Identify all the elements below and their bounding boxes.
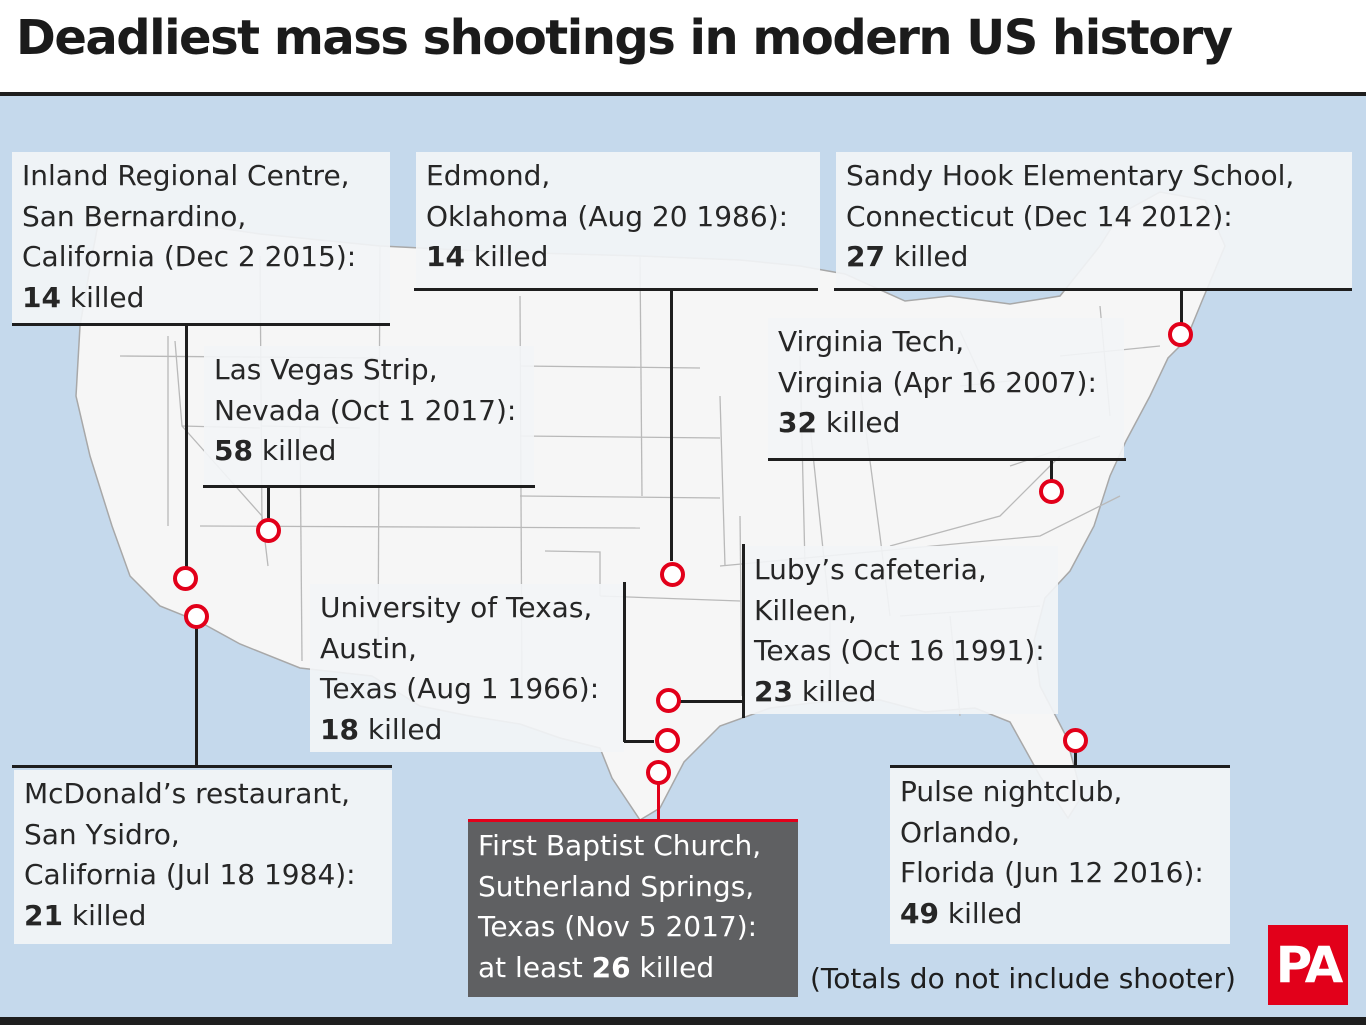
death-count: 26 [591,950,631,984]
leader-rule [12,765,392,768]
death-count: 23 [754,674,793,708]
label-edmond: Edmond, Oklahoma (Aug 20 1986): 14 kille… [416,152,820,288]
location-marker-pulse [1063,728,1088,753]
bottom-rule [0,1017,1366,1025]
leader-rule [414,288,818,291]
label-lubys-cafeteria: Luby’s cafeteria, Killeen, Texas (Oct 16… [744,546,1058,714]
leader-line [623,582,626,742]
leader-rule [890,765,1230,768]
page-title: Deadliest mass shootings in modern US hi… [16,10,1233,66]
pa-logo: PA [1268,925,1348,1005]
death-count: 14 [426,240,465,273]
location-marker-lubys [656,688,681,713]
location-marker-first-baptist [646,760,671,785]
label-pulse-nightclub: Pulse nightclub, Orlando, Florida (Jun 1… [890,768,1230,944]
leader-line [1180,288,1183,324]
location-marker-inland-regional-centre [173,566,198,591]
location-marker-edmond [660,562,685,587]
label-las-vegas-strip: Las Vegas Strip, Nevada (Oct 1 2017): 58… [204,346,534,485]
death-count: 49 [900,896,939,930]
death-count: 32 [778,406,817,439]
label-university-of-texas: University of Texas, Austin, Texas (Aug … [310,584,624,752]
death-count: 21 [24,898,63,932]
death-count: 27 [846,240,885,273]
location-marker-mcdonalds [184,604,209,629]
leader-line [742,544,745,718]
location-marker-sandy-hook [1168,322,1193,347]
title-rule [0,92,1366,96]
leader-rule [680,700,743,703]
leader-line [267,485,270,519]
leader-line [1074,752,1077,766]
label-virginia-tech: Virginia Tech, Virginia (Apr 16 2007): 3… [768,318,1124,458]
leader-line [195,626,198,765]
label-mcdonalds-restaurant: McDonald’s restaurant, San Ysidro, Calif… [14,770,392,944]
label-first-baptist-church: First Baptist Church, Sutherland Springs… [468,819,798,997]
location-marker-university-of-texas [655,728,680,753]
label-sandy-hook: Sandy Hook Elementary School, Connecticu… [836,152,1352,288]
leader-rule [624,740,654,743]
location-marker-las-vegas [256,518,281,543]
leader-line [185,323,188,567]
location-marker-virginia-tech [1039,479,1064,504]
leader-rule [203,485,535,488]
leader-line-highlight [657,782,660,819]
death-count: 14 [22,280,61,314]
map-area: Inland Regional Centre, San Bernardino, … [0,96,1366,1017]
death-count: 18 [320,712,359,746]
footnote: (Totals do not include shooter) [810,962,1236,995]
leader-rule [834,288,1352,291]
label-inland-regional-centre: Inland Regional Centre, San Bernardino, … [12,152,390,323]
death-count: 58 [214,434,253,467]
leader-line [670,288,673,561]
leader-line [1050,458,1053,481]
leader-rule [768,458,1126,461]
leader-rule [12,323,390,326]
